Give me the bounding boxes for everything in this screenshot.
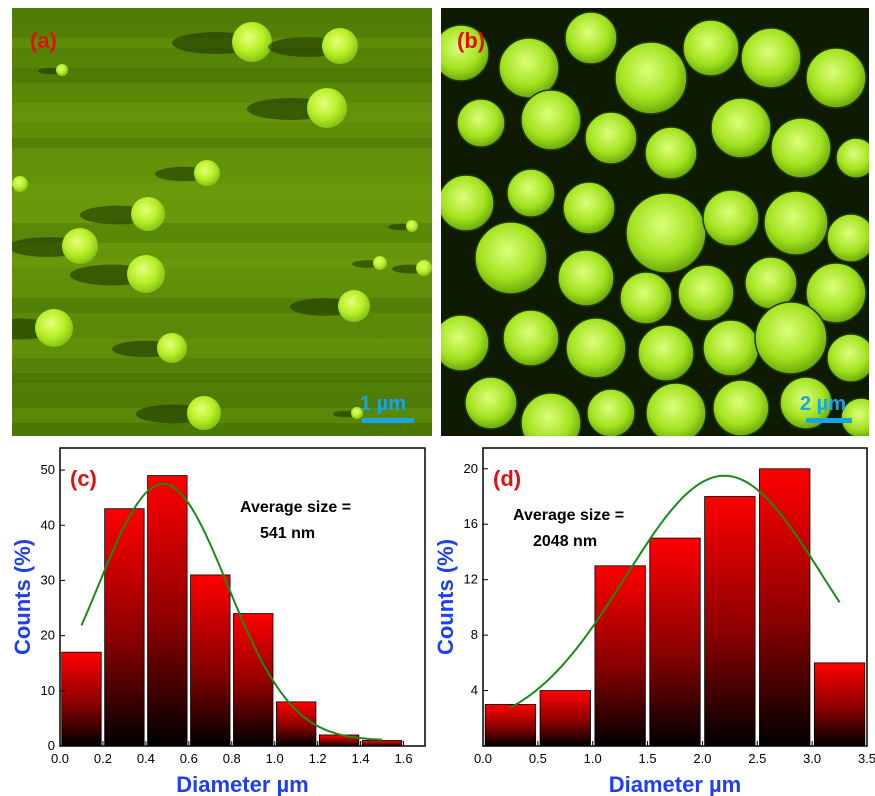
scale-bar-b: [806, 418, 852, 423]
y-tick-label: 20: [464, 461, 478, 476]
scale-bar-label-b: 2 µm: [800, 393, 846, 415]
scale-bar-label-a: 1 µm: [360, 393, 406, 415]
panel-label: (d): [493, 466, 521, 491]
y-tick-label: 8: [471, 627, 478, 642]
gaussian-fit-line: [509, 474, 841, 709]
average-size-annotation: Average size =: [240, 499, 351, 516]
histogram-bar: [233, 613, 274, 747]
gaussian-fit-line: [80, 482, 383, 741]
x-tick-label: 1.2: [309, 751, 327, 766]
average-size-annotation: 2048 nm: [533, 533, 597, 550]
x-axis-label: Diameter µm: [609, 772, 742, 796]
histogram-bar: [813, 662, 866, 747]
y-axis-label: Counts (%): [10, 539, 35, 655]
histogram-bar: [649, 537, 701, 747]
histogram-bar: [147, 475, 188, 747]
histogram-bar: [759, 468, 811, 747]
x-tick-label: 1.6: [394, 751, 412, 766]
y-tick-label: 30: [41, 572, 55, 587]
x-axis-label: Diameter µm: [176, 772, 309, 796]
y-tick-label: 40: [41, 517, 55, 532]
x-tick-label: 0.4: [137, 751, 155, 766]
x-tick-label: 0.2: [94, 751, 112, 766]
histogram-bar: [704, 496, 756, 747]
x-tick-label: 3.0: [803, 751, 821, 766]
afm-image-b: [441, 8, 869, 436]
histogram-bar: [361, 740, 403, 747]
x-tick-label: 1.0: [584, 751, 602, 766]
histogram-bar: [484, 704, 537, 747]
x-tick-label: 2.5: [748, 751, 766, 766]
x-tick-label: 0.6: [180, 751, 198, 766]
histogram-bar: [61, 651, 102, 747]
y-tick-label: 0: [48, 738, 55, 753]
x-tick-label: 0.0: [474, 751, 492, 766]
afm-image-a: [12, 8, 432, 436]
panel-label-a: (a): [30, 28, 57, 53]
x-tick-label: 1.4: [352, 751, 370, 766]
histogram-bar: [190, 574, 231, 747]
x-tick-label: 1.0: [266, 751, 284, 766]
x-tick-label: 0.8: [223, 751, 241, 766]
x-tick-label: 3.5: [858, 751, 875, 766]
histogram-bar: [276, 701, 317, 747]
x-tick-label: 1.5: [639, 751, 657, 766]
average-size-annotation: 541 nm: [260, 525, 315, 542]
average-size-annotation: Average size =: [513, 507, 624, 524]
histogram-d: 0.0 0.5 1.0 1.5 2.0 2.5 3.0 3.5 4 8 12 16 20 Diameter…: [437, 438, 875, 796]
y-axis-label: Counts (%): [437, 539, 458, 655]
x-tick-label: 0.0: [51, 751, 69, 766]
y-tick-label: 4: [471, 683, 478, 698]
y-tick-label: 12: [464, 572, 478, 587]
y-tick-label: 20: [41, 628, 55, 643]
x-tick-label: 0.5: [529, 751, 547, 766]
x-tick-label: 2.0: [693, 751, 711, 766]
histogram-bar: [539, 690, 591, 747]
panel-label-b: (b): [457, 28, 485, 53]
y-tick-label: 50: [41, 462, 55, 477]
y-tick-label: 16: [464, 516, 478, 531]
y-tick-label: 10: [41, 683, 55, 698]
histogram-c: 0.0 0.2 0.4 0.6 0.8 1.0 1.2 1.4 1.6 0 10 20 30 40 50 Di…: [0, 438, 437, 796]
histogram-bar: [104, 508, 145, 747]
histogram-bar: [594, 565, 646, 747]
scale-bar-a: [362, 418, 414, 423]
panel-label: (c): [70, 466, 97, 491]
